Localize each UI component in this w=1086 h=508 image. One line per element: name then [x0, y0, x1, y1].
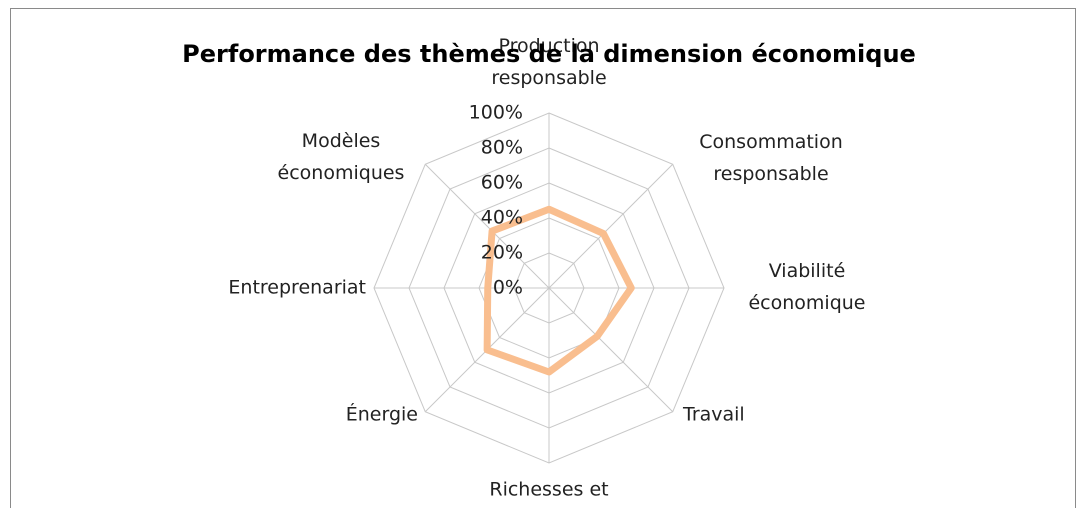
label-line: Viabilité: [769, 259, 846, 281]
category-label: Viabilité économique: [748, 259, 865, 313]
series-line: [483, 205, 635, 376]
label-line: Production: [498, 34, 599, 56]
category-label: Modèles économiques: [278, 129, 405, 183]
category-label: Production responsable: [491, 34, 606, 88]
y-tick-label: 40%: [481, 207, 523, 229]
category-label: Entreprenariat: [228, 277, 366, 299]
chart-frame: [10, 8, 1076, 508]
label-line: économique: [748, 292, 865, 314]
y-tick-label: 80%: [481, 137, 523, 159]
y-tick-label: 60%: [481, 172, 523, 194]
label-line: Consommation: [699, 130, 843, 152]
category-label: Richesses et: [489, 479, 608, 501]
label-line: économiques: [278, 162, 405, 184]
spoke: [424, 163, 550, 289]
category-label: Travail: [682, 404, 745, 426]
spoke: [548, 287, 674, 413]
category-label: Consommation responsable: [699, 130, 843, 184]
y-tick-label: 100%: [469, 102, 523, 124]
chart-title: Performance des thèmes de la dimension é…: [182, 40, 916, 68]
y-tick-label: 0%: [493, 277, 523, 299]
y-tick-label: 20%: [481, 242, 523, 264]
category-label: Énergie: [346, 403, 418, 426]
label-line: responsable: [713, 163, 828, 185]
label-line: responsable: [491, 67, 606, 89]
label-line: Modèles: [302, 129, 381, 151]
spoke: [548, 163, 674, 289]
